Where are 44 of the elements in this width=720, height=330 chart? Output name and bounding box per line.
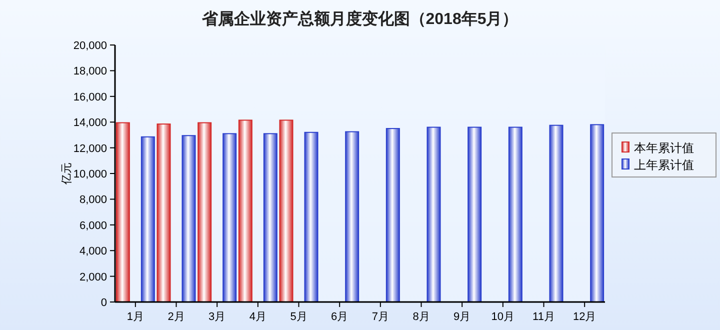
y-tick-label: 14,000 [73, 117, 107, 130]
bar [386, 128, 400, 302]
bar [263, 133, 278, 302]
y-tick-label: 4,000 [79, 246, 107, 258]
x-tick-label: 8月 [412, 311, 430, 323]
bar [238, 120, 252, 302]
y-tick-label: 6,000 [79, 220, 107, 232]
x-tick-label: 2月 [168, 311, 185, 323]
y-axis-title: 亿元 [61, 162, 73, 186]
y-tick-label: 16,000 [73, 91, 107, 104]
bar [222, 133, 237, 302]
y-tick-label: 12,000 [73, 142, 107, 155]
x-tick-label: 5月 [290, 311, 308, 323]
y-tick-label: 8,000 [79, 194, 107, 206]
y-tick-label: 0 [100, 297, 107, 309]
y-tick-label: 18,000 [73, 66, 107, 78]
bar [156, 124, 171, 302]
x-tick-label: 7月 [372, 311, 389, 323]
chart-title: 省属企业资产总额月度变化图（2018年5月） [200, 9, 518, 28]
bar [426, 126, 441, 302]
y-tick-label: 2,000 [79, 271, 107, 284]
x-tick-label: 12月 [572, 311, 596, 323]
legend-label: 本年累计值 [634, 141, 694, 155]
bar [116, 122, 130, 302]
bar [304, 132, 318, 302]
bar [182, 135, 196, 302]
bar [140, 136, 155, 302]
bar [549, 124, 564, 302]
x-tick-label: 11月 [532, 311, 555, 323]
x-tick-label: 9月 [454, 311, 471, 323]
y-tick-label: 10,000 [73, 168, 107, 180]
bar [198, 122, 212, 302]
bar [279, 120, 294, 302]
x-tick-label: 3月 [208, 311, 226, 323]
bar [345, 131, 360, 302]
bar [468, 126, 482, 302]
x-tick-label: 10月 [491, 311, 515, 323]
x-tick-label: 6月 [331, 311, 348, 323]
bar [590, 124, 604, 302]
y-tick-label: 20,000 [73, 40, 107, 52]
x-tick-label: 4月 [249, 311, 266, 323]
x-tick-label: 1月 [126, 311, 144, 323]
legend-label: 上年累计值 [634, 158, 694, 172]
bar [508, 126, 522, 302]
